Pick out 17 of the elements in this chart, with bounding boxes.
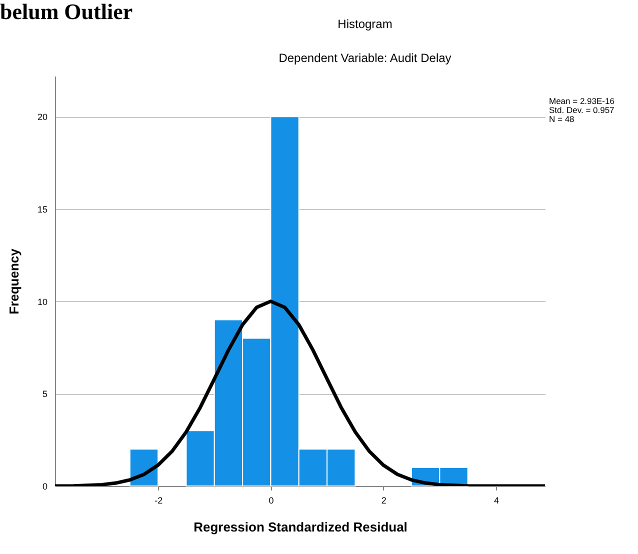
x-tick-label: -2 — [154, 496, 163, 506]
y-tick-label: 5 — [42, 389, 48, 400]
y-tick-label: 15 — [37, 204, 48, 214]
x-tick-label: 4 — [494, 496, 500, 506]
x-tick-label: 0 — [268, 496, 274, 506]
text: N = 48 — [549, 114, 575, 124]
chart-subtitle: Dependent Variable: Audit Delay — [278, 51, 452, 65]
x-tick-label: 2 — [381, 496, 386, 506]
text: belum Outlier — [0, 0, 133, 24]
chart-title: Histogram — [338, 17, 392, 31]
y-tick-label: 0 — [42, 482, 48, 492]
text: Mean = 2.93E-16 — [549, 96, 615, 106]
y-axis-title: Frequency — [6, 248, 22, 314]
y-tick-label: 10 — [37, 296, 48, 307]
y-tick-label: 20 — [37, 112, 48, 122]
text: Std. Dev. = 0.957 — [549, 105, 615, 115]
x-axis-title: Regression Standardized Residual — [194, 520, 408, 534]
